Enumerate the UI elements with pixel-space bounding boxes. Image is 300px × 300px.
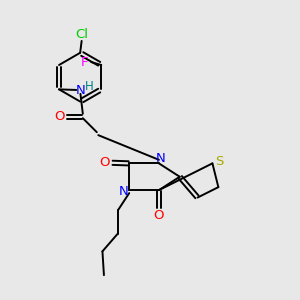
Text: Cl: Cl: [75, 28, 88, 40]
Text: S: S: [215, 155, 224, 168]
Text: O: O: [54, 110, 65, 123]
Text: O: O: [100, 156, 110, 169]
Text: O: O: [154, 209, 164, 222]
Text: F: F: [81, 56, 88, 68]
Text: N: N: [119, 185, 129, 198]
Text: H: H: [84, 80, 93, 94]
Text: N: N: [76, 84, 85, 98]
Text: N: N: [156, 152, 166, 165]
